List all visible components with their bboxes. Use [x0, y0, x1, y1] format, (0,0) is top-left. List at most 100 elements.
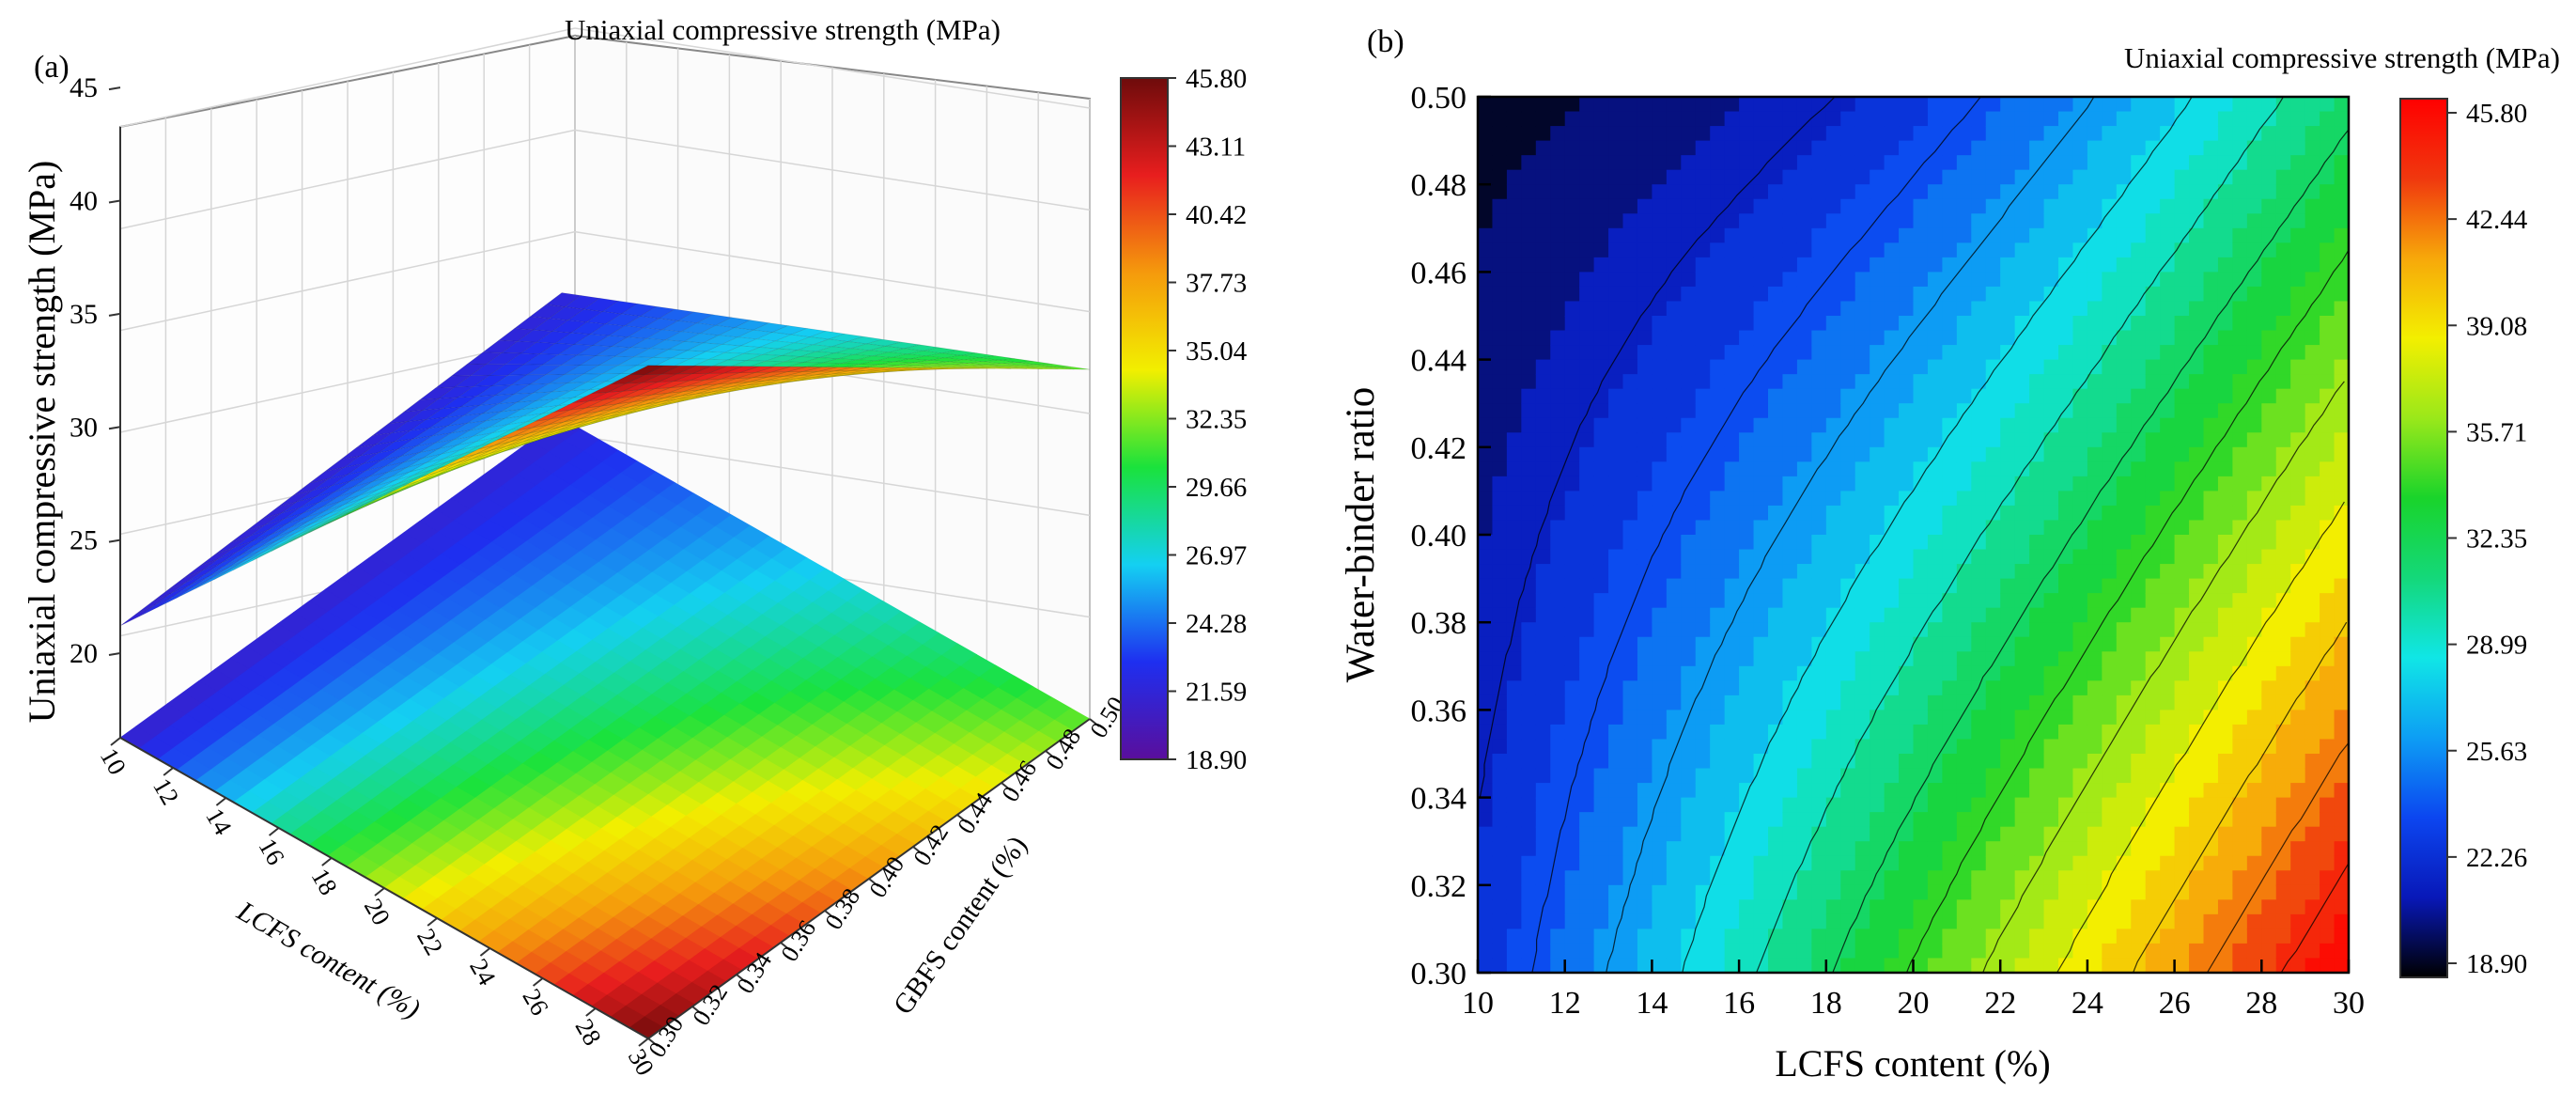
- contour-cell: [2131, 374, 2147, 390]
- contour-cell: [2029, 870, 2045, 886]
- contour-cell: [1870, 535, 1885, 551]
- contour-cell: [2102, 783, 2118, 799]
- contour-cell: [1506, 111, 1523, 127]
- contour-cell: [2145, 520, 2161, 536]
- contour-cell: [1521, 754, 1537, 770]
- contour-cell: [1913, 330, 1929, 346]
- contour-cell: [2029, 257, 2045, 273]
- contour-cell: [2058, 330, 2074, 346]
- contour-cell: [2058, 301, 2074, 317]
- contour-cell: [1768, 403, 1784, 419]
- contour-cell: [1579, 929, 1595, 944]
- contour-cell: [1695, 710, 1711, 726]
- contour-cell: [2087, 140, 2103, 156]
- contour-cell: [1739, 768, 1755, 784]
- contour-cell: [2000, 578, 2016, 594]
- contour-cell: [2116, 593, 2133, 609]
- contour-cell: [2116, 432, 2133, 448]
- contour-cell: [1666, 286, 1683, 303]
- contour-cell: [2131, 345, 2147, 361]
- contour-cell: [1535, 724, 1552, 741]
- contour-cell: [2246, 958, 2263, 973]
- contour-cell: [1478, 622, 1494, 638]
- contour-cell: [1564, 97, 1580, 113]
- contour-cell: [2102, 636, 2118, 653]
- contour-cell: [1724, 593, 1740, 609]
- contour-cell: [1985, 286, 2001, 303]
- contour-cell: [2189, 636, 2205, 653]
- contour-cell: [1870, 884, 1885, 901]
- contour-cell: [1564, 578, 1580, 594]
- contour-cell: [1666, 301, 1683, 317]
- contour-cell: [1478, 578, 1494, 594]
- contour-cell: [1913, 505, 1929, 522]
- contour-cell: [1870, 694, 1885, 711]
- contour-cell: [1913, 694, 1929, 711]
- contour-cell: [1796, 388, 1813, 404]
- contour-cell: [1695, 520, 1711, 536]
- contour-cell: [2000, 855, 2016, 872]
- contour-cell: [2000, 943, 2016, 960]
- contour-cell: [1622, 578, 1638, 594]
- contour-cell: [1478, 286, 1494, 303]
- contour-cell: [2160, 636, 2176, 653]
- contour-cell: [2014, 213, 2030, 229]
- contour-cell: [1724, 374, 1740, 390]
- contour-cell: [1782, 607, 1798, 623]
- contour-cell: [1753, 126, 1769, 142]
- contour-cell: [1985, 257, 2001, 273]
- contour-cell: [1535, 330, 1552, 346]
- contour-cell: [2131, 97, 2147, 113]
- contour-cell: [2246, 155, 2263, 171]
- contour-cell: [1652, 870, 1668, 886]
- contour-cell: [1681, 520, 1697, 536]
- contour-cell: [1971, 476, 1987, 492]
- contour-cell: [1899, 622, 1915, 638]
- contour-cell: [1652, 227, 1668, 244]
- contour-cell: [2145, 432, 2161, 448]
- contour-cell: [1550, 694, 1566, 711]
- contour-cell: [1913, 198, 1929, 215]
- contour-cell: [2217, 739, 2234, 755]
- contour-cell: [1681, 884, 1697, 901]
- contour-cell: [1971, 111, 1987, 127]
- contour-cell: [1942, 768, 1958, 784]
- contour-cell: [2203, 140, 2219, 156]
- contour-cell: [2217, 855, 2234, 872]
- contour-cell: [2000, 432, 2016, 448]
- contour-cell: [2145, 884, 2161, 901]
- contour-cell: [1593, 665, 1609, 682]
- contour-cell: [2160, 184, 2176, 200]
- contour-cell: [1637, 432, 1653, 448]
- contour-cell: [1854, 446, 1870, 463]
- contour-cell: [1927, 97, 1944, 113]
- contour-cell: [1593, 826, 1609, 842]
- contour-cell: [1666, 169, 1683, 185]
- contour-cell: [1622, 622, 1638, 638]
- contour-cell: [2189, 535, 2205, 551]
- contour-cell: [1710, 126, 1726, 142]
- contour-cell: [1666, 227, 1683, 244]
- contour-cell: [1870, 665, 1885, 682]
- contour-cell: [2174, 958, 2190, 973]
- contour-cell: [1506, 913, 1523, 930]
- contour-cell: [1870, 841, 1885, 857]
- contour-cell: [2261, 286, 2277, 303]
- contour-cell: [1652, 330, 1668, 346]
- contour-cell: [1753, 710, 1769, 726]
- contour-cell: [1521, 593, 1537, 609]
- contour-cell: [2189, 140, 2205, 156]
- contour-cell: [1506, 958, 1523, 973]
- contour-cell: [1927, 855, 1944, 872]
- contour-cell: [1840, 169, 1856, 185]
- contour-cell: [1695, 126, 1711, 142]
- contour-cell: [1695, 884, 1711, 901]
- contour-cell: [1854, 913, 1870, 930]
- contour-cell: [2043, 126, 2059, 142]
- contour-cell: [2043, 476, 2059, 492]
- contour-cell: [1884, 198, 1900, 215]
- contour-cell: [2116, 286, 2133, 303]
- contour-cell: [1753, 155, 1769, 171]
- contour-cell: [1506, 417, 1523, 434]
- contour-cell: [1854, 797, 1870, 813]
